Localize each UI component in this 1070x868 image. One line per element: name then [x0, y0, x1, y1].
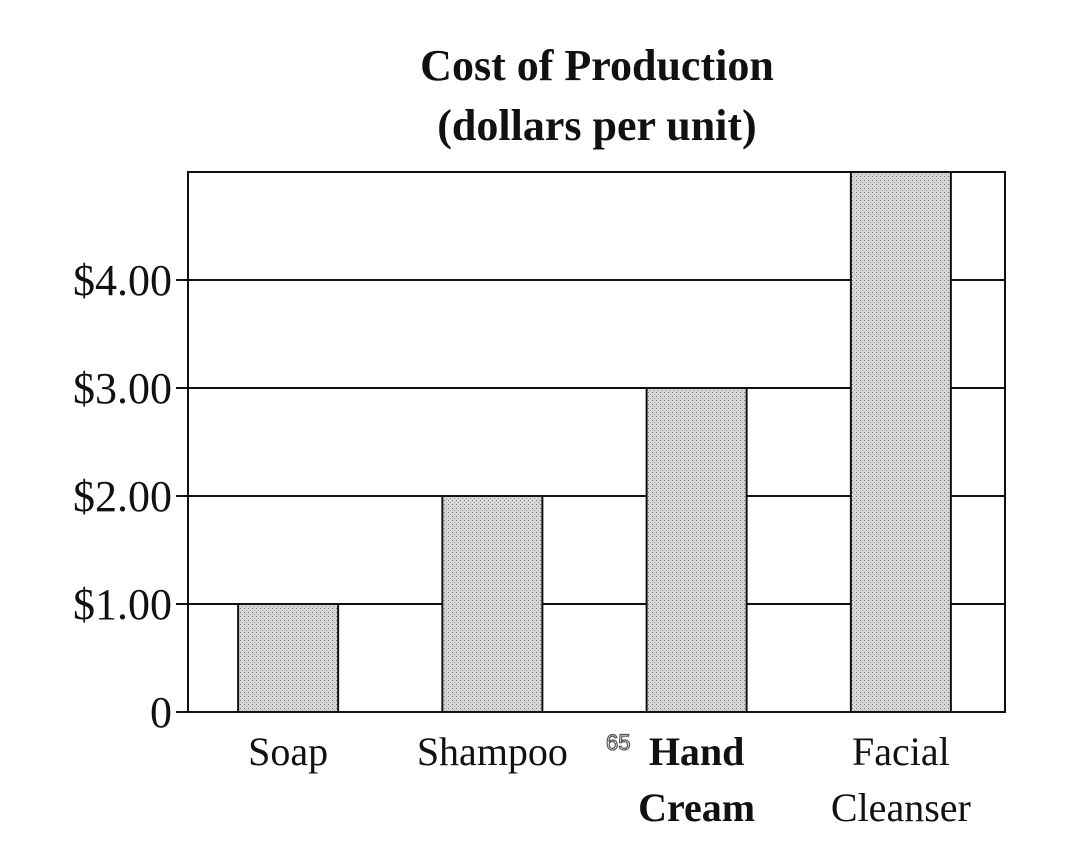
chart-subtitle: (dollars per unit) [437, 101, 756, 150]
page-number: 65 [606, 730, 630, 755]
x-axis-ticks: Soap Shampoo Hand Cream Facial Cleanser [248, 729, 971, 830]
bar [849, 171, 952, 713]
bar [237, 603, 340, 713]
y-tick-label: $4.00 [73, 256, 172, 305]
y-tick-label: $1.00 [73, 580, 172, 629]
bar [645, 387, 748, 713]
chart-title: Cost of Production [420, 41, 774, 90]
bar [441, 495, 544, 713]
y-tick-label: $3.00 [73, 364, 172, 413]
bar-layer [237, 171, 952, 713]
plot-frame [187, 171, 1006, 713]
y-tick-label: $2.00 [73, 472, 172, 521]
x-tick-label: Hand Cream [638, 729, 755, 830]
y-tick-label: 0 [150, 688, 172, 737]
x-tick-label: Facial Cleanser [831, 729, 971, 830]
y-axis-ticks: 0 $1.00 $2.00 $3.00 $4.00 [73, 256, 172, 737]
x-tick-label: Soap [248, 729, 328, 774]
x-tick-label: Shampoo [417, 729, 568, 774]
